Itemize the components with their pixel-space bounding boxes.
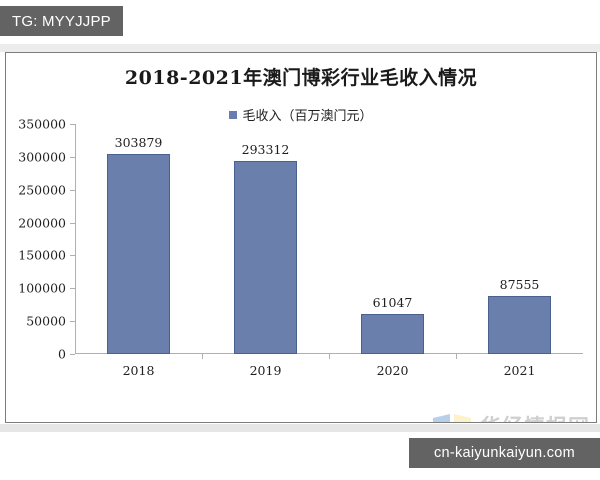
bar-2018[interactable]	[107, 154, 170, 354]
bar-value-label: 87555	[499, 277, 540, 293]
y-axis-tick-label: 200000	[18, 215, 66, 231]
bar-value-label: 293312	[241, 142, 290, 158]
bar-2019[interactable]	[234, 161, 297, 354]
plot-area: 0 50000 100000 150000 200000 250000 300000 3500…	[18, 117, 583, 378]
x-axis-category-label: 2021	[503, 363, 536, 378]
bar-value-label: 303879	[114, 135, 163, 151]
y-axis-tick	[70, 321, 75, 323]
y-axis-tick-label: 100000	[18, 280, 66, 296]
y-axis-tick-label: 350000	[18, 116, 66, 132]
x-axis-tick	[202, 354, 203, 359]
chart-container: 2018-2021年澳门博彩行业毛收入情况 毛收入（百万澳门元） 0 50000 1…	[5, 52, 597, 423]
y-axis-tick-label: 300000	[18, 149, 66, 165]
x-axis-category-label: 2020	[376, 363, 409, 378]
y-axis-tick-label: 0	[58, 346, 66, 362]
y-axis-tick	[70, 189, 75, 191]
legend-label: 毛收入（百万澳门元）	[242, 109, 373, 124]
x-axis-tick	[329, 354, 330, 359]
y-axis-tick	[70, 124, 75, 125]
x-axis-tick	[456, 354, 457, 359]
y-axis-tick	[70, 288, 75, 290]
y-axis-tick	[70, 255, 75, 257]
y-axis-tick-label: 50000	[26, 313, 66, 329]
x-axis-category-label: 2019	[249, 363, 282, 378]
bar-2020[interactable]	[361, 313, 424, 354]
y-axis-line	[75, 124, 76, 354]
x-axis-category-label: 2018	[122, 363, 155, 378]
chart-legend: 毛收入（百万澳门元）	[6, 105, 596, 124]
watermark-text: 华经情报网	[480, 411, 590, 422]
x-axis-line	[75, 353, 583, 354]
y-axis-tick-label: 150000	[18, 247, 66, 263]
y-axis-tick	[70, 222, 75, 224]
legend-marker-icon	[229, 110, 238, 119]
site-url-badge: cn-kaiyunkaiyun.com	[409, 438, 600, 468]
y-axis-tick	[70, 156, 75, 158]
chart-title: 2018-2021年澳门博彩行业毛收入情况	[124, 67, 478, 89]
watermark: 华经情报网	[430, 410, 590, 422]
open-book-logo-icon	[433, 414, 471, 422]
bottom-divider-strip	[0, 424, 600, 432]
tg-handle-badge: TG: MYYJJPP	[0, 6, 123, 36]
y-axis-tick	[70, 354, 75, 355]
top-divider-strip	[0, 44, 600, 52]
bar-value-label: 61047	[372, 294, 413, 310]
bar-2021[interactable]	[488, 296, 551, 354]
y-axis-tick-label: 250000	[18, 182, 66, 198]
